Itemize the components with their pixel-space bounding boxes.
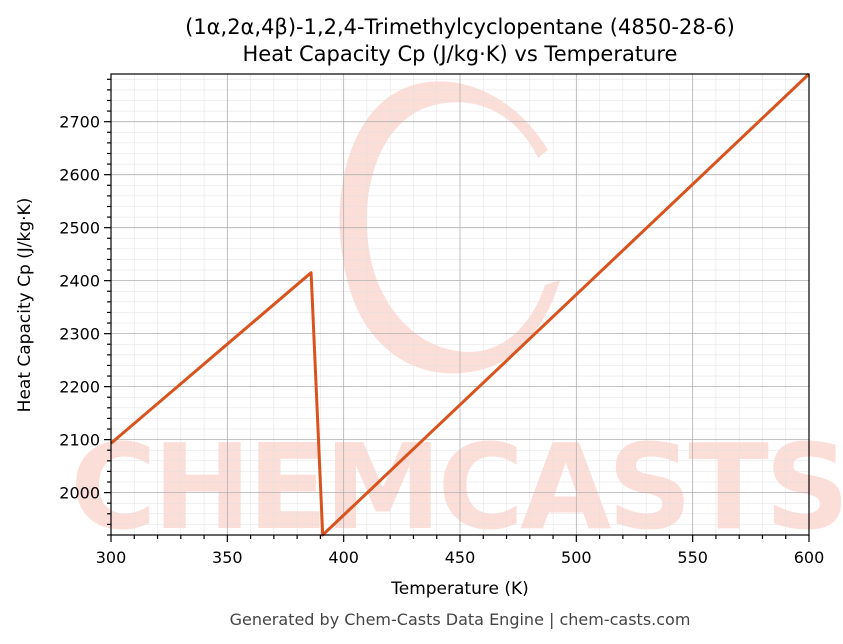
- x-tick-label: 450: [445, 548, 476, 567]
- chart-title-line2: Heat Capacity Cp (J/kg·K) vs Temperature: [243, 42, 678, 66]
- x-tick-labels: 300 350 400 450 500 550 600: [96, 548, 825, 567]
- y-tick-label: 2500: [59, 219, 100, 238]
- y-tick-label: 2100: [59, 431, 100, 450]
- x-tick-label: 350: [212, 548, 243, 567]
- x-tick-label: 550: [677, 548, 708, 567]
- footer-credit: Generated by Chem-Casts Data Engine | ch…: [230, 610, 691, 629]
- axis-ticks: [104, 78, 810, 542]
- watermark-text: CHEMCASTS: [70, 418, 843, 556]
- series-line: [110, 72, 811, 537]
- y-tick-label: 2400: [59, 272, 100, 291]
- x-axis-label: Temperature (K): [390, 579, 529, 599]
- y-axis-label: Heat Capacity Cp (J/kg·K): [15, 198, 35, 413]
- x-tick-label: 600: [794, 548, 825, 567]
- x-tick-label: 400: [328, 548, 359, 567]
- series-group: [110, 72, 811, 537]
- y-tick-label: 2700: [59, 113, 100, 132]
- plot-frame: [110, 73, 810, 536]
- watermark: CHEMCASTS: [70, 81, 843, 556]
- x-tick-label: 500: [561, 548, 592, 567]
- chart-title-line1: (1α,2α,4β)-1,2,4-Trimethylcyclopentane (…: [185, 15, 735, 39]
- y-tick-label: 2600: [59, 166, 100, 185]
- y-tick-labels: 2000 2100 2200 2300 2400 2500 2600 2700: [59, 113, 100, 503]
- y-tick-label: 2000: [59, 484, 100, 503]
- y-tick-label: 2200: [59, 378, 100, 397]
- y-tick-label: 2300: [59, 325, 100, 344]
- x-tick-label: 300: [96, 548, 127, 567]
